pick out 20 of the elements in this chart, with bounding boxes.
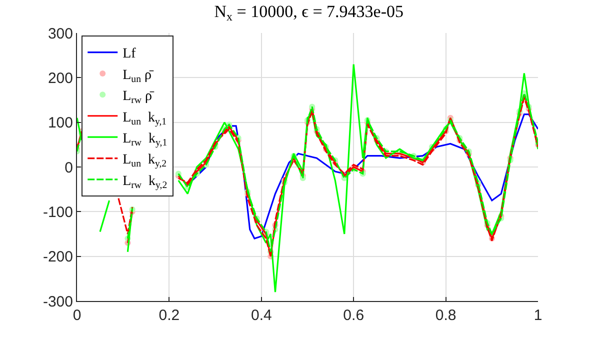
y-tick-label: -100 — [42, 204, 73, 221]
y-tick-label: 300 — [48, 25, 73, 42]
x-tick-label: 0.8 — [435, 307, 456, 324]
legend-label: L$_{rw}$ k$_{y,1}$ — [122, 132, 168, 148]
y-tick-label: 200 — [48, 70, 73, 87]
x-tick-label: 0.2 — [158, 307, 180, 324]
legend-label: L$_{rw}$ k$_{y,2}$ — [122, 174, 168, 191]
x-tick-label: 0.4 — [250, 307, 272, 324]
y-tick-label: -200 — [42, 248, 73, 266]
x-tick-label: 1 — [534, 307, 542, 324]
legend-label: L$_{rw}$ ρ̄ — [122, 89, 156, 106]
y-tick-label: 0 — [64, 159, 73, 176]
legend-label: L$_{un}$ k$_{y,1}$ — [122, 110, 167, 128]
legend-label: Lf — [122, 46, 136, 62]
y-tick-label: -300 — [42, 293, 73, 310]
legend-label: L$_{un}$ k$_{y,2}$ — [122, 152, 167, 170]
legend-label: L$_{un}$ ρ̄ — [122, 68, 154, 85]
y-tick-label: 100 — [48, 114, 73, 132]
chart-title: N$_{x}$ = 10000, ϵ = 7.9433e-05 — [214, 2, 404, 24]
x-tick-label: 0.6 — [343, 307, 364, 324]
